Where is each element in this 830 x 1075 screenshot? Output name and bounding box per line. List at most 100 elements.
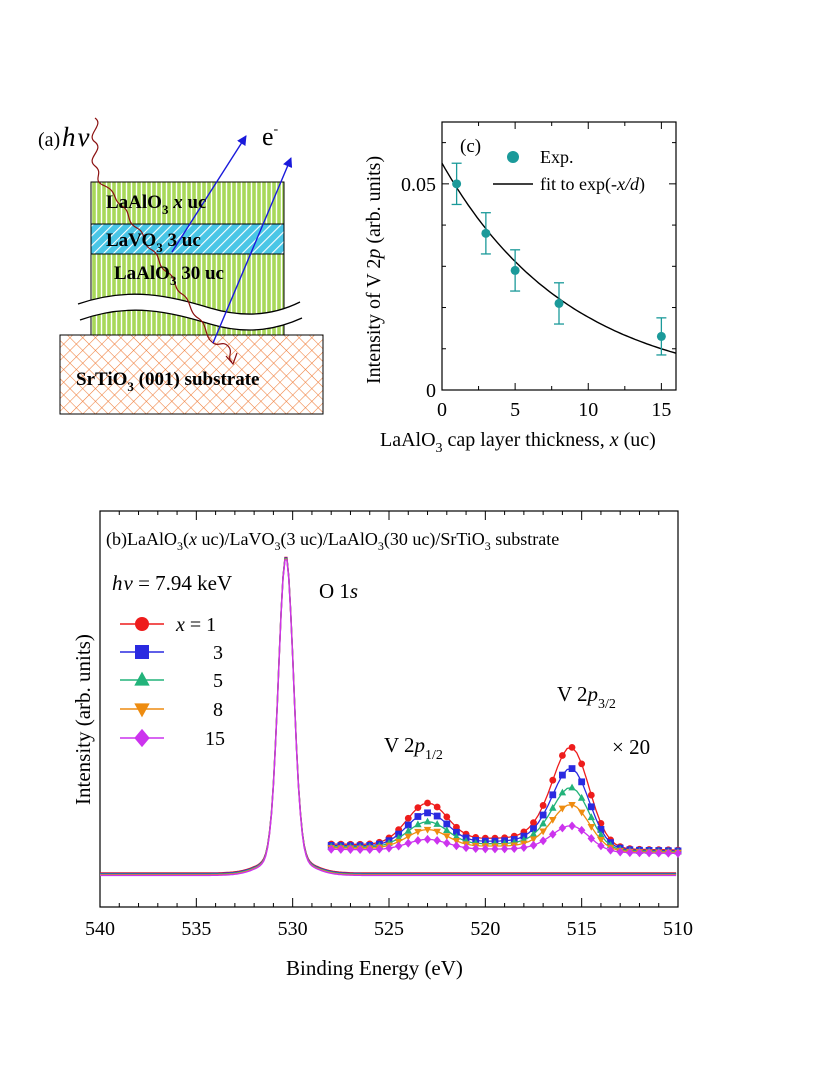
panel-c-ylabel: Intensity of V 2p (arb. units) <box>363 156 385 384</box>
legend-label-x1: x = 1 <box>175 614 216 636</box>
c-xtick-label: 0 <box>437 399 447 421</box>
b-zoom-marker-x1 <box>530 819 537 827</box>
b-zoom-marker-x3 <box>404 821 412 829</box>
b-zoom-marker-x15 <box>510 844 518 853</box>
b-zoom-marker-x5 <box>597 830 605 838</box>
b-zoom-marker-x15 <box>664 848 673 858</box>
panel-a-label: (a) <box>38 129 60 151</box>
b-xtick-label: 540 <box>85 918 115 940</box>
break-line-top <box>77 293 301 315</box>
b-zoom-marker-x8 <box>539 828 547 836</box>
b-zoom-marker-x1 <box>568 743 576 751</box>
b-zoom-marker-x1 <box>578 760 586 768</box>
v2p12-annotation: V 2p1/2 <box>384 733 443 763</box>
b-zoom-marker-x1 <box>404 814 412 822</box>
b-xtick-label: 530 <box>278 918 308 940</box>
b-zoom-marker-x15 <box>500 844 509 854</box>
b-zoom-marker-x8 <box>577 809 586 817</box>
legend-marker-x15 <box>134 728 150 748</box>
b-zoom-marker-x15 <box>404 838 413 848</box>
b-zoom-marker-x15 <box>394 841 403 851</box>
legend-marker-x1 <box>135 617 149 631</box>
b-zoom-marker-x5 <box>433 820 441 827</box>
b-zoom-marker-x15 <box>327 844 335 854</box>
b-zoom-marker-x15 <box>375 844 384 854</box>
b-zoom-marker-x15 <box>635 848 644 858</box>
panel-b-title: (b)LaAlO3(x uc)/LaVO3(3 uc)/LaAlO3(30 uc… <box>106 529 559 553</box>
legend-marker-x3 <box>135 645 149 659</box>
electron-label: e- <box>262 122 279 151</box>
b-zoom-marker-x3 <box>414 813 422 820</box>
panel-c-ticks: 0 5 10 15 0 0.05 <box>401 122 676 421</box>
b-zoom-marker-x3 <box>549 791 557 799</box>
b-zoom-marker-x15 <box>587 834 596 843</box>
panel-b-ticks: 540 535 530 525 520 515 510 <box>85 511 693 940</box>
b-zoom-marker-x15 <box>520 843 528 852</box>
break-mark-fill <box>78 294 302 331</box>
b-zoom-marker-x15 <box>539 836 547 846</box>
b-zoom-marker-x15 <box>365 845 374 854</box>
b-zoom-marker-x8 <box>529 836 538 844</box>
b-xtick-label: 535 <box>181 918 211 940</box>
b-zoom-marker-x15 <box>568 821 576 831</box>
b-zoom-marker-x3 <box>578 778 586 786</box>
b-zoom-marker-x5 <box>443 826 451 834</box>
legend-marker-x5 <box>134 671 150 686</box>
photon-label: hν <box>62 122 90 152</box>
c-data-point <box>554 298 564 308</box>
b-zoom-marker-x15 <box>414 836 422 845</box>
panel-b: 540 535 530 525 520 515 510 x = 1 3 5 8 15 (b)LaAl… <box>71 510 693 980</box>
buffer-layer-label: LaAlO3 30 uc <box>114 263 224 288</box>
photon-wave-end <box>211 341 233 363</box>
substrate-layer-label: SrTiO3 (001) substrate <box>76 369 260 394</box>
electron-arrow-2 <box>212 157 293 344</box>
b-zoom-marker-x15 <box>481 844 490 854</box>
b-zoom-marker-x1 <box>414 804 422 812</box>
b-zoom-marker-x5 <box>423 817 432 825</box>
b-zoom-marker-x1 <box>539 802 547 809</box>
b-zoom-marker-x5 <box>414 820 422 828</box>
b-zoom-marker-x15 <box>433 836 441 845</box>
b-zoom-marker-x15 <box>462 843 470 853</box>
b-main-curve-x15 <box>100 559 677 877</box>
panel-c-frame <box>441 121 677 391</box>
b-zoom-marker-x5 <box>568 783 576 791</box>
legend-fit-label: fit to exp(-x/d) <box>540 174 645 195</box>
o1s-annotation: O 1s <box>319 579 358 603</box>
c-data-point <box>481 228 491 238</box>
c-data-point <box>510 265 520 275</box>
b-zoom-marker-x8 <box>433 828 441 836</box>
b-zoom-marker-x8 <box>587 824 596 831</box>
b-zoom-marker-x3 <box>433 812 441 820</box>
b-zoom-marker-x5 <box>539 819 547 827</box>
b-zoom-marker-x15 <box>616 847 624 857</box>
panel-b-xlabel: Binding Energy (eV) <box>286 956 463 980</box>
b-zoom-marker-x15 <box>529 840 538 850</box>
b-zoom-marker-x15 <box>626 848 634 858</box>
substrate-layer <box>59 334 324 415</box>
legend-label-x5: 5 <box>213 670 223 692</box>
b-xtick-label: 525 <box>374 918 404 940</box>
b-zoom-marker-x5 <box>549 803 557 811</box>
b-zoom-marker-x3 <box>597 826 605 833</box>
panel-b-curves <box>100 556 682 877</box>
b-zoom-marker-x15 <box>577 825 586 835</box>
legend-exp-label: Exp. <box>540 147 574 167</box>
scale-annotation: × 20 <box>612 735 650 759</box>
b-zoom-marker-x8 <box>558 805 567 813</box>
panel-c-label: (c) <box>460 136 481 157</box>
b-zoom-marker-x8 <box>597 837 605 844</box>
electron-arrow-1 <box>171 135 247 253</box>
cap-layer-label: LaAlO3 x uc <box>106 192 206 217</box>
b-xtick-label: 520 <box>470 918 500 940</box>
b-zoom-marker-x8 <box>414 828 422 836</box>
b-zoom-marker-x15 <box>645 848 653 858</box>
b-zoom-marker-x5 <box>558 788 567 796</box>
b-xtick-label: 510 <box>663 918 693 940</box>
b-zoom-marker-x8 <box>568 801 576 809</box>
c-xtick-label: 5 <box>510 399 520 421</box>
c-data-point <box>656 331 666 341</box>
b-zoom-marker-x3 <box>568 765 576 772</box>
legend-label-x15: 15 <box>205 728 225 750</box>
